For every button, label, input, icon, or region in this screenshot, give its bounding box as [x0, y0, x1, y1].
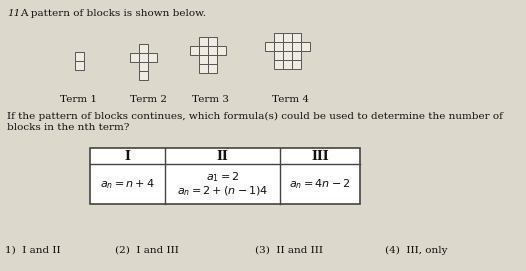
Bar: [292, 42, 301, 51]
Bar: [301, 42, 310, 51]
Bar: [283, 51, 292, 60]
Bar: [283, 33, 292, 42]
Text: (3)  II and III: (3) II and III: [255, 246, 323, 255]
Text: Term 1: Term 1: [59, 95, 96, 104]
Bar: [292, 33, 301, 42]
Text: 11.: 11.: [7, 9, 24, 18]
Bar: [90, 148, 360, 204]
Text: (2)  I and III: (2) I and III: [115, 246, 179, 255]
Text: $a_1=2$: $a_1=2$: [206, 170, 239, 184]
Bar: [274, 42, 283, 51]
Bar: [274, 33, 283, 42]
Text: III: III: [311, 150, 329, 163]
Text: A pattern of blocks is shown below.: A pattern of blocks is shown below.: [20, 9, 206, 18]
Bar: [75, 52, 84, 61]
Bar: [208, 46, 217, 55]
Text: Term 4: Term 4: [271, 95, 309, 104]
Text: Term 2: Term 2: [129, 95, 167, 104]
Bar: [90, 148, 360, 204]
Text: II: II: [217, 150, 228, 163]
Bar: [292, 51, 301, 60]
Bar: [139, 62, 148, 71]
Bar: [148, 53, 157, 62]
Bar: [208, 64, 217, 73]
Bar: [274, 51, 283, 60]
Bar: [208, 37, 217, 46]
Bar: [217, 46, 226, 55]
Bar: [283, 60, 292, 69]
Bar: [130, 53, 139, 62]
Bar: [139, 44, 148, 53]
Bar: [75, 61, 84, 70]
Text: $a_n = n+4$: $a_n = n+4$: [100, 177, 155, 191]
Text: (4)  III, only: (4) III, only: [385, 246, 448, 255]
Text: If the pattern of blocks continues, which formula(s) could be used to determine : If the pattern of blocks continues, whic…: [7, 112, 503, 131]
Bar: [199, 37, 208, 46]
Text: $a_n=2+(n-1)4$: $a_n=2+(n-1)4$: [177, 184, 268, 198]
Bar: [265, 42, 274, 51]
Bar: [199, 46, 208, 55]
Text: Term 3: Term 3: [191, 95, 228, 104]
Bar: [283, 42, 292, 51]
Bar: [292, 60, 301, 69]
Bar: [208, 55, 217, 64]
Bar: [190, 46, 199, 55]
Text: I: I: [125, 150, 130, 163]
Text: 1)  I and II: 1) I and II: [5, 246, 60, 255]
Bar: [139, 53, 148, 62]
Bar: [199, 55, 208, 64]
Text: $a_n=4n-2$: $a_n=4n-2$: [289, 177, 351, 191]
Bar: [199, 64, 208, 73]
Bar: [139, 71, 148, 80]
Bar: [274, 60, 283, 69]
